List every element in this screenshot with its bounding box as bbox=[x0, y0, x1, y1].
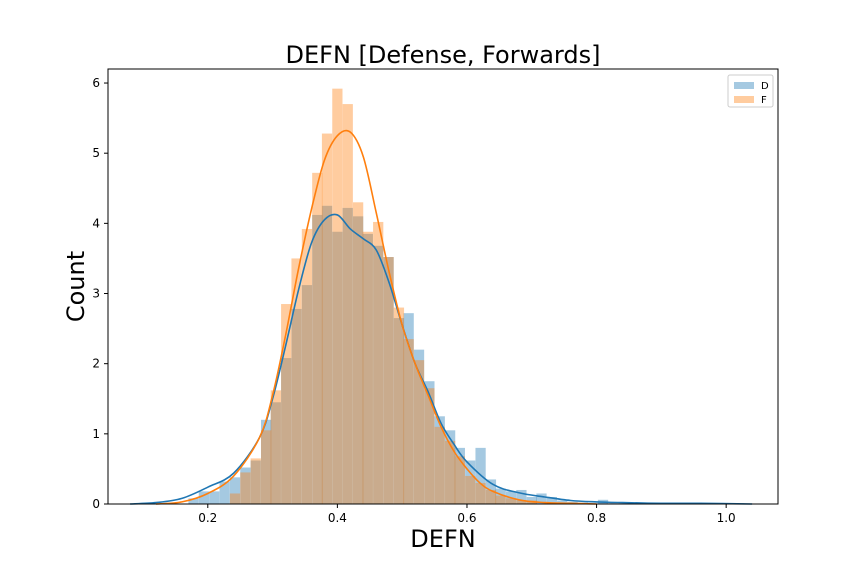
bar-f-5 bbox=[281, 304, 292, 504]
bars-layer bbox=[188, 88, 745, 505]
bar-d-13 bbox=[321, 205, 333, 504]
bar-d-20 bbox=[393, 318, 405, 504]
bar-f-1 bbox=[240, 472, 251, 504]
bar-d-32 bbox=[516, 489, 527, 504]
bar-d-17 bbox=[362, 233, 373, 504]
bar-d-3 bbox=[219, 481, 230, 504]
bar-d-25 bbox=[445, 430, 456, 504]
bar-d-10 bbox=[291, 308, 302, 504]
y-tick-label: 3 bbox=[92, 287, 100, 301]
y-tick-label: 5 bbox=[92, 146, 100, 160]
bar-d-16 bbox=[353, 216, 364, 504]
bar-f-22 bbox=[454, 456, 465, 504]
bar-f-14 bbox=[373, 221, 384, 504]
plot-frame bbox=[107, 68, 779, 505]
x-tick-label: 0.8 bbox=[587, 511, 606, 525]
bar-d-18 bbox=[373, 245, 384, 504]
bar-d-23 bbox=[424, 381, 435, 504]
legend: DF bbox=[727, 74, 774, 108]
legend-swatch-f bbox=[734, 96, 754, 103]
bar-d-0 bbox=[188, 498, 199, 504]
bar-d-26 bbox=[454, 447, 465, 504]
y-tick-label: 6 bbox=[92, 76, 100, 90]
bar-d-11 bbox=[301, 285, 313, 504]
bar-f-10 bbox=[332, 88, 343, 505]
legend-label-f: F bbox=[761, 95, 767, 106]
y-axis-label: Count bbox=[62, 251, 90, 322]
bar-d-36 bbox=[557, 500, 568, 504]
x-tick-label: 1.0 bbox=[717, 511, 736, 525]
bar-d-34 bbox=[536, 493, 547, 504]
bar-f-7 bbox=[301, 228, 313, 504]
x-tick-label: 0.4 bbox=[328, 511, 347, 525]
bar-f-27 bbox=[505, 498, 517, 504]
bar-f-16 bbox=[393, 307, 405, 504]
bar-f-21 bbox=[445, 440, 456, 504]
x-axis-label: DEFN bbox=[410, 525, 475, 553]
bar-d-9 bbox=[281, 358, 292, 504]
bar-d-33 bbox=[526, 496, 537, 504]
legend-swatch-d bbox=[734, 82, 754, 89]
bar-f-9 bbox=[321, 133, 333, 505]
bar-f-0 bbox=[229, 493, 241, 504]
bar-d-2 bbox=[209, 491, 220, 504]
x-axis-ticks: 0.2 0.4 0.6 0.8 1.0 bbox=[198, 504, 736, 525]
y-axis-ticks: 0 1 2 3 4 5 6 bbox=[92, 76, 108, 511]
x-tick-label: 0.2 bbox=[198, 511, 217, 525]
bar-d-4 bbox=[229, 477, 241, 504]
bar-d-1 bbox=[198, 491, 210, 504]
kde-layer bbox=[129, 129, 753, 505]
bar-f-8 bbox=[312, 172, 323, 504]
bar-d-8 bbox=[270, 402, 281, 504]
legend-box bbox=[727, 74, 774, 108]
bar-d-6 bbox=[250, 460, 261, 504]
bar-d-30 bbox=[495, 488, 506, 504]
legend-entries: DF bbox=[734, 81, 769, 106]
x-tick-label: 0.6 bbox=[457, 511, 476, 525]
bar-f-18 bbox=[413, 360, 425, 504]
chart-title: DEFN [Defense, Forwards] bbox=[286, 41, 601, 69]
bar-f-26 bbox=[495, 495, 506, 504]
bar-f-2 bbox=[250, 458, 261, 504]
bar-d-24 bbox=[434, 416, 445, 504]
bar-f-17 bbox=[403, 339, 414, 504]
bar-d-14 bbox=[332, 231, 343, 504]
bar-d-27 bbox=[465, 460, 476, 504]
y-tick-label: 2 bbox=[92, 357, 100, 371]
bar-d-7 bbox=[260, 419, 272, 504]
bar-f-13 bbox=[362, 231, 373, 504]
y-tick-label: 1 bbox=[92, 427, 100, 441]
bar-f-6 bbox=[291, 258, 302, 504]
bar-d-35 bbox=[546, 496, 557, 504]
bar-f-15 bbox=[383, 257, 394, 504]
bar-d-15 bbox=[342, 207, 353, 505]
y-tick-label: 0 bbox=[92, 497, 100, 511]
bar-f-19 bbox=[424, 388, 435, 504]
bar-f-12 bbox=[353, 202, 364, 504]
y-tick-label: 4 bbox=[92, 216, 100, 230]
bar-f-24 bbox=[475, 482, 486, 504]
bar-f-4 bbox=[270, 390, 281, 504]
bar-d-5 bbox=[240, 467, 251, 504]
kde-line-f bbox=[155, 129, 597, 505]
bar-f-20 bbox=[434, 426, 445, 504]
legend-label-d: D bbox=[761, 81, 769, 92]
bar-f-25 bbox=[485, 489, 497, 504]
bar-d-19 bbox=[383, 257, 394, 504]
bar-f-28 bbox=[516, 500, 527, 504]
bar-f-11 bbox=[342, 104, 353, 504]
bar-d-29 bbox=[485, 479, 497, 504]
bar-d-22 bbox=[413, 349, 425, 504]
bar-f-23 bbox=[465, 475, 476, 504]
bar-f-3 bbox=[260, 430, 272, 504]
bar-d-21 bbox=[403, 313, 414, 504]
bar-d-12 bbox=[312, 214, 323, 504]
